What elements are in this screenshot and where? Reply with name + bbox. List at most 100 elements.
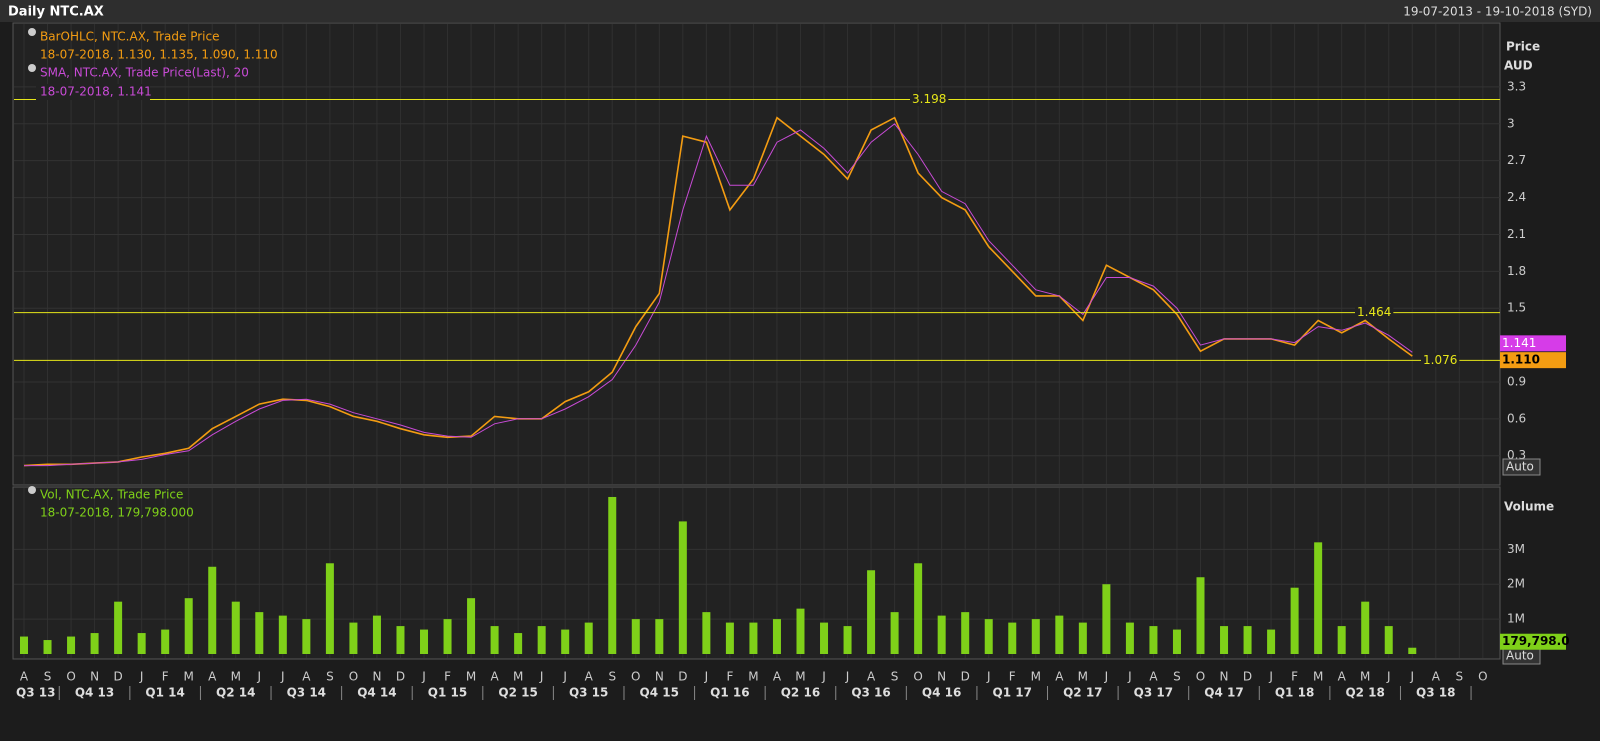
reference-label-bg: [1355, 305, 1394, 320]
marks: [20, 116, 1417, 654]
x-tick-label: J: [1127, 670, 1132, 684]
x-tick-label: A: [773, 670, 782, 684]
x-tick-label: A: [302, 670, 311, 684]
price-line: [23, 116, 1413, 467]
volume-bar: [914, 563, 923, 654]
y-tick-label: 3: [1507, 116, 1515, 130]
y-tick-label: 3.3: [1507, 79, 1526, 93]
auto-button-label: Auto: [1506, 649, 1534, 663]
volume-bar: [208, 566, 217, 654]
auto-button[interactable]: Auto: [1502, 647, 1541, 665]
x-tick-label: O: [913, 670, 922, 684]
quarter-label: Q4 16: [922, 686, 961, 700]
x-tick-label: A: [1149, 670, 1158, 684]
reference-label: 3.198: [912, 92, 946, 106]
volume-bar: [114, 601, 123, 654]
volume-bar: [467, 598, 476, 654]
volume-bar: [867, 570, 876, 654]
x-tick-label: J: [562, 670, 567, 684]
last-value-label: 1.141: [1502, 336, 1536, 350]
quarter-label: Q4 15: [640, 686, 679, 700]
volume-bar: [349, 622, 358, 654]
x-tick-label: S: [1456, 670, 1464, 684]
quarter-label: Q1 16: [710, 686, 749, 700]
quarter-label: Q2 15: [498, 686, 537, 700]
quarter-label: Q2 17: [1063, 686, 1102, 700]
x-tick-label: J: [421, 670, 426, 684]
volume-bar: [1149, 626, 1158, 654]
chart-title: Daily NTC.AX: [8, 5, 104, 20]
y-unit: AUD: [1504, 59, 1533, 73]
y-label: Volume: [1504, 500, 1554, 514]
quarter-label: Q4 13: [75, 686, 114, 700]
quarter-label: Q2 16: [781, 686, 820, 700]
quarter-label: Q4 14: [357, 686, 396, 700]
quarter-label: Q3 17: [1134, 686, 1173, 700]
volume-bar: [1337, 626, 1346, 654]
reference-label: 1.464: [1357, 305, 1391, 319]
quarter-label: Q1 18: [1275, 686, 1314, 700]
legend-detail: 18-07-2018, 1.141: [40, 85, 152, 99]
x-tick-label: J: [139, 670, 144, 684]
volume-bar: [796, 608, 805, 654]
volume-bar: [1220, 626, 1229, 654]
volume-bar: [278, 615, 287, 654]
quarter-label: Q1 14: [145, 686, 184, 700]
volume-bar: [1078, 622, 1087, 654]
y-tick-label: 2.1: [1507, 227, 1526, 241]
x-tick-label: A: [1338, 670, 1347, 684]
y-tick-label: 0.6: [1507, 411, 1526, 425]
volume-bar: [608, 496, 617, 654]
volume-bar: [231, 601, 240, 654]
volume-bar: [67, 636, 76, 654]
x-tick-label: J: [1386, 670, 1391, 684]
volume-bar: [561, 629, 570, 654]
volume-bar: [396, 626, 405, 654]
date-range: 19-07-2013 - 19-10-2018 (SYD): [1403, 5, 1592, 19]
legend-icon: [28, 28, 36, 36]
volume-bar: [961, 612, 970, 654]
volume-bar: [90, 633, 99, 654]
volume-bar: [843, 626, 852, 654]
x-tick-label: O: [349, 670, 358, 684]
quarter-label: Q1 15: [428, 686, 467, 700]
x-tick-label: J: [821, 670, 826, 684]
volume-bar: [984, 619, 993, 654]
x-tick-label: M: [1031, 670, 1041, 684]
x-tick-label: N: [655, 670, 664, 684]
x-tick-label: O: [1478, 670, 1487, 684]
auto-button[interactable]: Auto: [1502, 458, 1541, 476]
x-tick-label: J: [257, 670, 262, 684]
x-tick-label: J: [1409, 670, 1414, 684]
x-tick-label: S: [608, 670, 616, 684]
reference-label: 1.076: [1423, 353, 1457, 367]
volume-bar: [443, 619, 452, 654]
x-tick-label: S: [891, 670, 899, 684]
grid: [14, 24, 1500, 658]
x-tick-label: S: [326, 670, 334, 684]
reference-label-bg: [1421, 352, 1460, 367]
x-tick-label: A: [490, 670, 499, 684]
y-tick-label: 2.7: [1507, 153, 1526, 167]
x-tick-label: O: [631, 670, 640, 684]
last-value-label: 179,798.0: [1502, 634, 1570, 648]
volume-bar: [1290, 587, 1299, 654]
legend-detail: 18-07-2018, 1.130, 1.135, 1.090, 1.110: [40, 48, 278, 62]
x-tick-label: D: [1243, 670, 1252, 684]
x-tick-label: J: [986, 670, 991, 684]
price-line: [24, 123, 1413, 467]
last-value-tag: [1500, 352, 1566, 369]
legend-entry: BarOHLC, NTC.AX, Trade Price: [40, 30, 219, 44]
y-tick-label: 2M: [1507, 577, 1525, 591]
x-tick-label: A: [585, 670, 594, 684]
x-tick-label: M: [795, 670, 805, 684]
volume-bar: [537, 626, 546, 654]
quarter-label: Q3 15: [569, 686, 608, 700]
x-tick-label: S: [44, 670, 52, 684]
volume-bar: [655, 619, 664, 654]
y-tick-label: 1M: [1507, 612, 1525, 626]
last-value-tag: [1500, 633, 1566, 650]
x-tick-label: J: [1104, 670, 1109, 684]
